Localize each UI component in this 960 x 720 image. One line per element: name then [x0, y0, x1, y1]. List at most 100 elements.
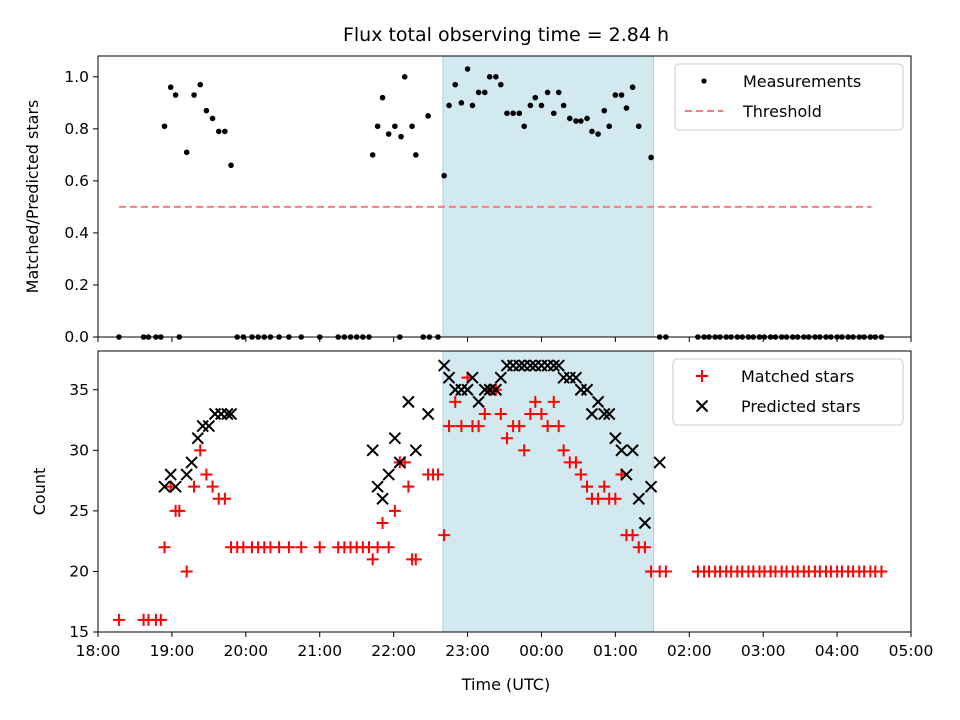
y-tick-label: 15 [69, 623, 89, 641]
measurement-point [544, 89, 551, 96]
legend-label: Measurements [743, 72, 861, 91]
predicted-star-point [196, 419, 209, 433]
legend-label: Threshold [742, 102, 822, 121]
y-tick-label: 0.8 [64, 120, 89, 138]
y-tick-label: 30 [69, 441, 89, 459]
predicted-star-point [524, 359, 537, 372]
measurement-point [648, 154, 654, 161]
x-tick-label: 18:00 [76, 642, 121, 660]
matched-star-point [478, 407, 491, 420]
matched-star-point [592, 492, 605, 505]
matched-star-point [188, 480, 201, 493]
measurement-point [601, 107, 608, 114]
measurement-point [458, 100, 465, 106]
measurement-point [578, 118, 584, 124]
legend-label: Predicted stars [741, 397, 861, 416]
matched-star-point [194, 444, 207, 457]
x-tick-label: 04:00 [815, 642, 860, 660]
y-tick-label: 20 [69, 562, 89, 580]
measurement-point [618, 92, 625, 98]
measurement-point [469, 102, 476, 109]
legend-box [672, 358, 904, 426]
legend: Measurements Threshold [674, 63, 904, 131]
predicted-star-point [653, 456, 666, 469]
predicted-star-point [620, 468, 633, 481]
measurement-point [498, 81, 504, 88]
predicted-star-point [376, 492, 389, 505]
x-tick-label: 03:00 [741, 642, 786, 660]
matched-star-point [557, 444, 570, 457]
matched-star-point [206, 480, 219, 493]
legend-marker-dot [701, 78, 707, 84]
y-tick-label: 25 [69, 502, 89, 520]
measurement-point [197, 81, 204, 88]
measurement-point [172, 92, 179, 98]
measurement-point [379, 94, 386, 101]
plot-frame [97, 55, 912, 338]
matched-star-point [875, 565, 888, 578]
measurement-point [584, 115, 590, 122]
measurement-point [203, 107, 210, 114]
matched-star-point [366, 553, 379, 566]
plot-frame [97, 350, 912, 633]
measurement-point [532, 94, 539, 101]
measurement-point [550, 110, 557, 117]
matched-star-point [376, 516, 389, 529]
legend-marker-x [695, 399, 709, 413]
predicted-star-point [472, 395, 485, 409]
measurement-point [161, 123, 168, 130]
y-tick-label: 0.6 [64, 172, 89, 190]
predicted-star-point [552, 359, 565, 372]
measurement-point [635, 123, 642, 130]
matched-star-point [581, 480, 594, 493]
measurement-point [555, 89, 562, 96]
x-tick-label: 20:00 [223, 642, 268, 660]
predicted-star-point [202, 419, 216, 433]
predicted-star-point [169, 480, 182, 493]
predicted-star-point [632, 492, 645, 505]
predicted-star-point [626, 444, 639, 457]
matched-star-point [402, 480, 415, 493]
chart-title: Flux total observing time = 2.84 h [343, 24, 669, 46]
matched-star-point [388, 504, 401, 517]
series-matched-stars [112, 371, 888, 626]
measurement-point [425, 113, 431, 119]
predicted-star-point [221, 407, 234, 421]
y-axis-label: Count [30, 468, 49, 516]
measurement-point [446, 102, 452, 109]
matched-star-point [524, 407, 537, 420]
measurement-point [392, 123, 398, 130]
predicted-star-point [382, 468, 395, 481]
matched-star-point [409, 553, 422, 566]
predicted-star-point [214, 407, 228, 421]
y-tick-label: 0.0 [64, 328, 89, 346]
predicted-star-point [461, 383, 474, 396]
measurement-point [606, 123, 613, 130]
matched-star-point [431, 468, 444, 481]
matched-star-point [535, 407, 548, 420]
matched-star-point [598, 480, 611, 493]
matched-star-point [154, 613, 167, 626]
measurement-point [209, 115, 216, 122]
measurement-point [629, 84, 636, 91]
predicted-star-point [409, 444, 423, 457]
observing-window-span [442, 56, 654, 337]
predicted-star-point [602, 407, 616, 421]
predicted-star-point [494, 371, 508, 384]
measurement-point [510, 110, 516, 117]
predicted-star-point [615, 444, 628, 457]
measurement-point [566, 115, 573, 122]
predicted-star-point [164, 468, 177, 481]
predicted-star-point [638, 516, 652, 530]
x-tick-label: 01:00 [593, 642, 638, 660]
measurement-point [475, 89, 482, 96]
measurement-point [516, 110, 523, 117]
x-tick-label: 19:00 [150, 642, 195, 660]
matched-star-point [180, 565, 193, 578]
matched-star-point [518, 444, 531, 457]
matched-star-point [112, 613, 125, 626]
measurement-point [538, 102, 545, 109]
predicted-star-point [580, 383, 594, 396]
